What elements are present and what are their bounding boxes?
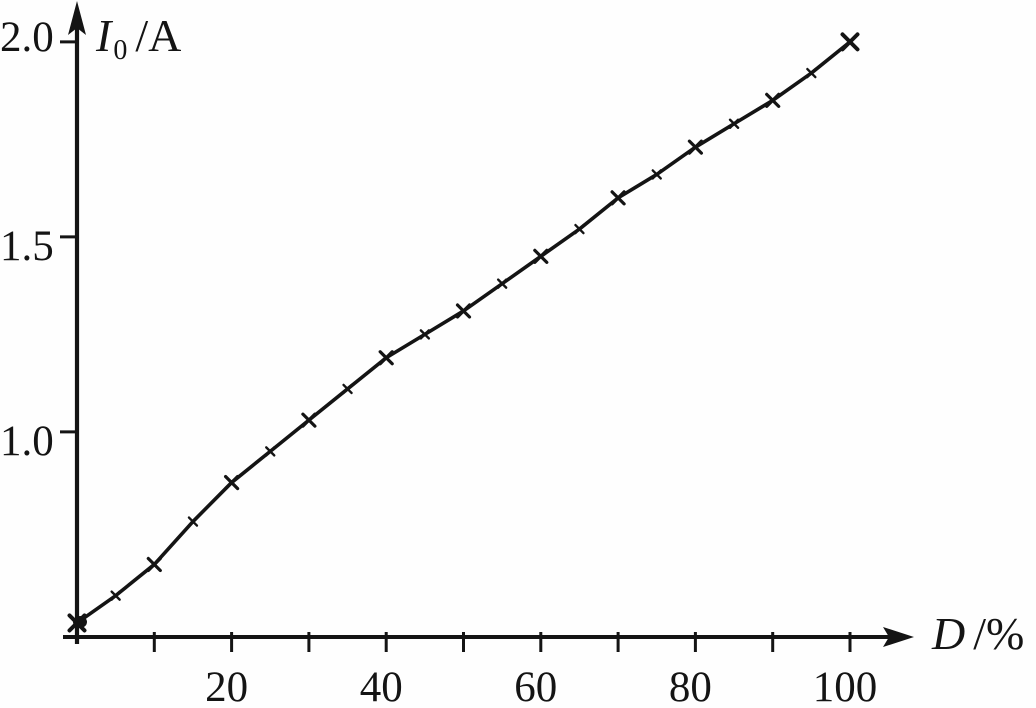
- y-tick-label: 1.5: [0, 222, 54, 270]
- x-tick-label: 80: [668, 664, 712, 708]
- y-axis-symbol: I: [96, 10, 112, 61]
- x-axis-arrow-icon: [883, 627, 914, 647]
- x-tick-label: 20: [205, 664, 249, 708]
- data-marker: [574, 223, 585, 235]
- origin-data-blob: [73, 615, 87, 628]
- data-marker: [378, 350, 394, 366]
- data-marker: [265, 446, 276, 457]
- data-marker: [728, 118, 740, 129]
- x-axis-unit: /%: [973, 608, 1025, 659]
- y-axis-subscript: 0: [113, 35, 128, 67]
- data-marker: [224, 474, 240, 491]
- data-marker: [765, 92, 781, 108]
- tick-marks: [60, 40, 852, 652]
- data-markers: [67, 32, 860, 633]
- data-marker: [806, 67, 817, 79]
- data-marker: [840, 32, 860, 52]
- data-marker: [342, 383, 353, 395]
- data-marker: [146, 556, 162, 573]
- data-marker: [110, 590, 121, 601]
- data-marker: [687, 139, 704, 155]
- axes: [63, 1, 914, 647]
- y-axis-arrow-icon: [68, 1, 86, 35]
- x-tick-label: 60: [514, 664, 558, 708]
- x-tick-label: 40: [359, 664, 403, 708]
- y-axis-unit: /A: [135, 10, 182, 61]
- data-curve: [75, 40, 852, 625]
- x-tick-label: 100: [812, 664, 878, 708]
- data-marker: [610, 190, 626, 206]
- data-marker: [651, 169, 662, 180]
- data-marker: [455, 303, 472, 319]
- data-marker: [419, 329, 431, 340]
- y-axis-title: I0/A: [96, 10, 182, 65]
- data-marker: [533, 248, 549, 264]
- x-axis-title: D/%: [932, 611, 1024, 657]
- data-marker: [187, 516, 199, 527]
- x-axis-symbol: D: [932, 608, 966, 659]
- y-tick-label: 1.0: [0, 417, 54, 465]
- data-marker: [301, 412, 317, 428]
- data-marker: [496, 278, 508, 289]
- y-tick-label: 2.0: [0, 13, 54, 61]
